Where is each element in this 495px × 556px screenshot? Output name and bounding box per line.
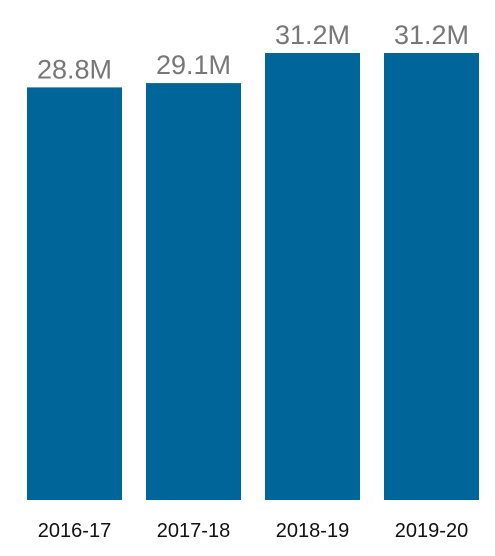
category-label-2016-17: 2016-17: [38, 520, 111, 542]
category-label-2018-19: 2018-19: [276, 520, 349, 542]
category-labels-group: 2016-17 2017-18 2018-19 2019-20: [38, 520, 468, 542]
bar-2017-18: [146, 83, 241, 500]
category-label-2019-20: 2019-20: [395, 520, 468, 542]
category-label-2017-18: 2017-18: [157, 520, 230, 542]
bar-2019-20: [384, 53, 479, 500]
bars-group: [27, 53, 479, 500]
bar-2018-19: [265, 53, 360, 500]
value-label-2018-19: 31.2M: [275, 20, 350, 50]
value-labels-group: 28.8M 29.1M 31.2M 31.2M: [37, 20, 469, 84]
value-label-2019-20: 31.2M: [394, 20, 469, 50]
bar-2016-17: [27, 87, 122, 500]
value-label-2017-18: 29.1M: [156, 50, 231, 80]
value-label-2016-17: 28.8M: [37, 54, 112, 84]
